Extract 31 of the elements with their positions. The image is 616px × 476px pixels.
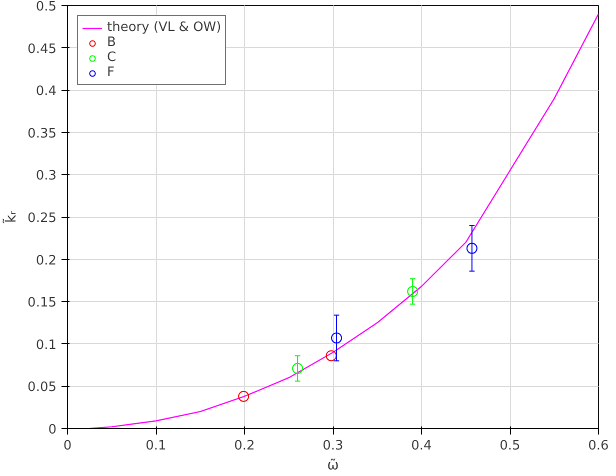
x-tick-label: 0.4: [411, 438, 432, 454]
x-tick-label: 0.6: [588, 438, 609, 454]
point: [331, 332, 342, 344]
legend-label: C: [107, 50, 118, 65]
x-tick-label: 0.5: [500, 438, 520, 454]
legend-label: theory (VL & OW): [107, 20, 222, 35]
y-tick-label: 0.2: [36, 253, 57, 268]
x-tick-label: 0.2: [234, 438, 255, 454]
point: [407, 286, 418, 297]
y-tick-label: 0.5: [36, 0, 57, 14]
y-tick-label: 0.45: [28, 42, 57, 57]
x-tick-label: 0.3: [322, 438, 344, 454]
y-tick-label: 0.1: [36, 338, 57, 353]
y-tick-label: 0.3: [36, 168, 57, 184]
legend-label: F: [107, 65, 116, 80]
line-series: [89, 13, 598, 428]
x-tick-label: 0: [63, 438, 72, 454]
y-tick-label: 0.4: [36, 84, 57, 100]
x-axis-title: ω̃: [327, 458, 339, 474]
point: [238, 390, 250, 402]
point: [466, 242, 478, 254]
x-tick-label: 0.1: [146, 438, 166, 454]
point: [292, 362, 304, 374]
y-tick-label: 0: [48, 422, 57, 438]
point: [326, 350, 337, 362]
y-axis-title: k̃ᵣ: [2, 210, 20, 224]
y-tick-label: 0.15: [28, 296, 57, 311]
y-tick-label: 0.05: [28, 380, 57, 396]
legend-label: B: [107, 35, 117, 50]
y-tick-label: 0.35: [28, 126, 57, 142]
y-tick-label: 0.25: [28, 211, 57, 226]
